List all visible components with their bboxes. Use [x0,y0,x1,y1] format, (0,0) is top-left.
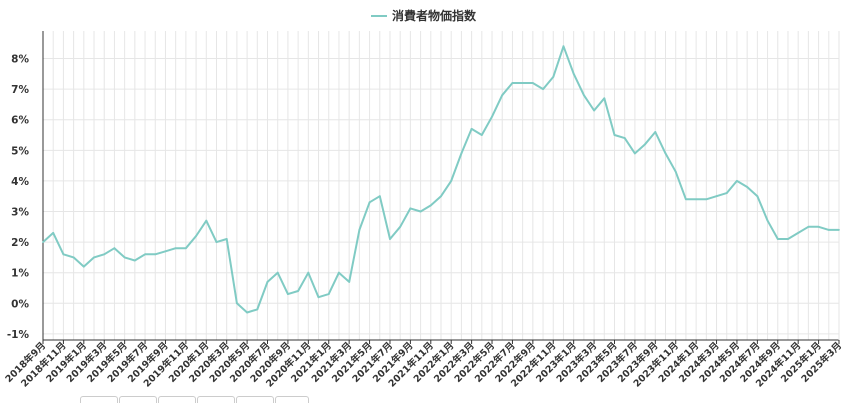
data-point [756,195,759,198]
data-point [144,253,146,256]
data-point [215,241,218,243]
data-point [838,228,840,231]
data-point [450,180,453,182]
data-point [736,180,738,182]
data-point [154,253,157,256]
data-point [787,238,789,240]
data-point [613,134,616,136]
data-point [123,256,126,259]
data-point [797,232,800,234]
data-point [470,128,473,130]
data-point [491,115,493,118]
data-point [521,82,524,84]
data-point [674,170,677,173]
data-point [266,280,269,283]
data-point [389,238,391,240]
y-tick-label: 0% [11,298,29,310]
data-point [552,75,555,78]
data-point [409,207,412,210]
data-point [235,302,238,305]
data-point [317,296,320,299]
data-point [287,293,289,296]
data-point [419,210,422,213]
data-point [562,45,565,48]
data-point [184,247,187,250]
data-point [133,259,136,262]
y-tick-label: 8% [11,54,29,66]
data-point [225,238,228,240]
data-point [746,186,749,188]
data-point [368,201,371,204]
data-point [603,97,606,100]
data-point [256,308,259,311]
data-point [399,225,402,228]
y-tick-label: 6% [11,115,29,127]
data-point [644,143,647,146]
data-point [276,271,279,274]
data-point [501,94,504,97]
y-tick-label: 1% [11,268,29,280]
data-point [113,247,116,250]
y-tick-label: 2% [11,237,29,249]
data-point [593,109,595,112]
data-point [623,137,626,139]
data-point [633,152,636,155]
grid [42,31,840,341]
data-point [480,134,483,136]
data-point [511,82,514,84]
data-point [378,195,381,198]
series-layer [42,45,840,314]
data-point [82,265,85,268]
data-point [348,280,351,283]
data-point [327,293,330,296]
data-point [195,235,197,237]
y-tick-label: 4% [11,176,29,188]
data-point [827,228,830,231]
y-axis: -1% 0% 1% 2% 3% 4% 5% 6% 7% 8% [7,54,30,341]
data-point [246,311,249,314]
data-point [531,82,534,84]
data-point [103,253,106,256]
data-point [695,198,698,201]
data-point [725,192,728,195]
data-point [42,241,44,243]
y-tick-label: 7% [11,84,29,96]
data-point [338,271,340,274]
x-axis: 2018年9月2018年11月2019年1月2019年3月2019年5月2019… [3,340,844,390]
data-point [307,271,310,274]
data-point [664,152,667,155]
data-point [93,256,95,259]
y-tick-label: 3% [11,207,29,219]
data-point [52,232,55,234]
legend-label: 消費者物価指数 [392,8,477,23]
data-point [654,131,657,133]
y-tick-label: 5% [11,145,29,157]
data-point [542,88,544,91]
data-point [460,152,463,155]
data-point [164,250,167,253]
data-point [572,72,575,75]
data-point [440,195,442,198]
data-point [715,195,718,198]
data-point [72,256,75,259]
data-point [766,219,769,222]
legend[interactable]: 消費者物価指数 [371,8,477,23]
data-point [807,225,810,228]
data-point [776,238,779,240]
y-tick-label: -1% [7,329,30,341]
data-point [582,94,585,97]
data-point [358,228,361,231]
data-point [685,198,687,201]
data-point [297,290,300,292]
data-point [174,247,177,250]
data-point [429,204,432,207]
data-point [705,198,708,201]
data-point [817,225,820,228]
data-point [62,253,65,256]
data-point [205,219,208,222]
